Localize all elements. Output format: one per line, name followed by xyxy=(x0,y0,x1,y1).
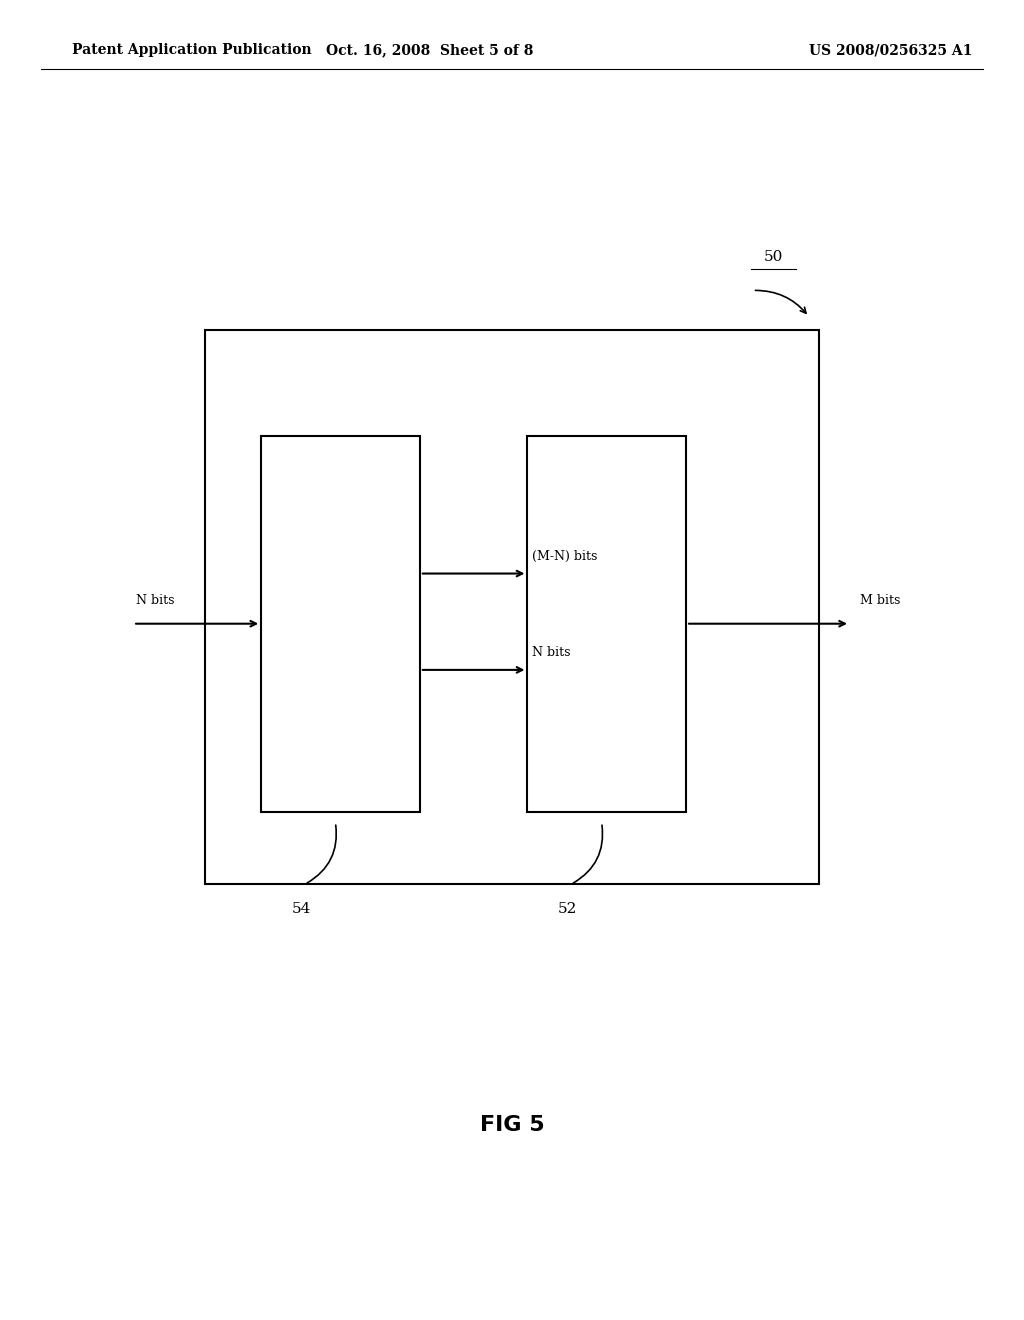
Text: 50: 50 xyxy=(764,249,782,264)
Text: N bits: N bits xyxy=(136,594,175,607)
Bar xyxy=(261,436,420,812)
Text: Oct. 16, 2008  Sheet 5 of 8: Oct. 16, 2008 Sheet 5 of 8 xyxy=(327,44,534,57)
Bar xyxy=(527,436,686,812)
Text: 54: 54 xyxy=(292,902,311,916)
Text: 52: 52 xyxy=(558,902,578,916)
Text: M bits: M bits xyxy=(860,594,900,607)
Text: Patent Application Publication: Patent Application Publication xyxy=(72,44,311,57)
Bar xyxy=(205,330,819,884)
Text: US 2008/0256325 A1: US 2008/0256325 A1 xyxy=(809,44,973,57)
Text: FIG 5: FIG 5 xyxy=(479,1114,545,1135)
Text: (M-N) bits: (M-N) bits xyxy=(532,550,598,562)
Text: N bits: N bits xyxy=(532,647,571,660)
